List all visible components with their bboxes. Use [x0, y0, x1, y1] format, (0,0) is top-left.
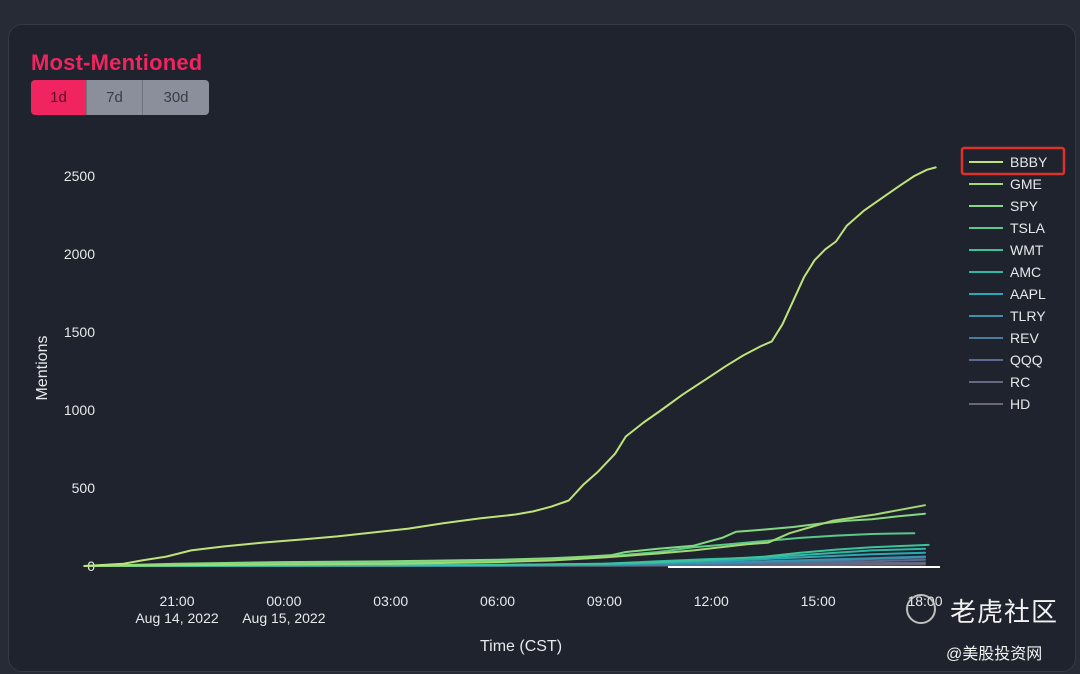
legend-item-tlry[interactable]: TLRY — [969, 308, 1046, 324]
legend-item-rev[interactable]: REV — [969, 330, 1039, 346]
legend-label: RC — [1010, 374, 1030, 390]
y-tick-label: 2000 — [64, 246, 95, 262]
range-button-7d[interactable]: 7d — [87, 80, 143, 115]
legend: BBBY GME SPY TSLA WMT AMC AAPL TLRY REV QQQ RC HD — [969, 154, 1048, 412]
x-tick-label: 03:00 — [373, 593, 408, 609]
x-tick-label: 00:00 — [266, 593, 301, 609]
legend-item-gme[interactable]: GME — [969, 176, 1042, 192]
y-tick-label: 2500 — [64, 168, 95, 184]
time-range-selector: 1d 7d 30d — [31, 80, 209, 115]
x-tick-label: 12:00 — [694, 593, 729, 609]
legend-label: GME — [1010, 176, 1042, 192]
legend-label: HD — [1010, 396, 1030, 412]
x-tick-label: 06:00 — [480, 593, 515, 609]
legend-item-spy[interactable]: SPY — [969, 198, 1039, 214]
legend-label: AMC — [1010, 264, 1041, 280]
series-line-gme[interactable] — [83, 504, 926, 567]
series-lines — [83, 166, 937, 567]
series-line-bbby[interactable] — [83, 166, 937, 567]
legend-item-tsla[interactable]: TSLA — [969, 220, 1046, 236]
x-tick-label: 09:00 — [587, 593, 622, 609]
y-axis-title: Mentions — [34, 336, 51, 401]
legend-item-qqq[interactable]: QQQ — [969, 352, 1043, 368]
y-tick-label: 1500 — [64, 324, 95, 340]
y-tick-label: 500 — [72, 480, 96, 496]
legend-label: BBBY — [1010, 154, 1048, 170]
legend-item-bbby[interactable]: BBBY — [969, 154, 1048, 170]
legend-label: QQQ — [1010, 352, 1043, 368]
watermark-handle: @美股投资网 — [946, 646, 1043, 663]
x-tick-label: 21:00 — [159, 593, 194, 609]
x-tick-label: 15:00 — [801, 593, 836, 609]
series-line-wmt[interactable] — [83, 543, 930, 567]
legend-item-hd[interactable]: HD — [969, 396, 1030, 412]
legend-item-wmt[interactable]: WMT — [969, 242, 1044, 258]
legend-label: REV — [1010, 330, 1039, 346]
legend-label: SPY — [1010, 198, 1039, 214]
legend-label: WMT — [1010, 242, 1044, 258]
watermark-logo-icon — [906, 594, 936, 624]
legend-item-aapl[interactable]: AAPL — [969, 286, 1046, 302]
legend-label: AAPL — [1010, 286, 1046, 302]
series-line-spy[interactable] — [83, 512, 926, 567]
legend-item-amc[interactable]: AMC — [969, 264, 1041, 280]
widget-title: Most-Mentioned — [31, 50, 203, 75]
x-tick-sublabel: Aug 15, 2022 — [242, 610, 326, 626]
range-button-1d[interactable]: 1d — [31, 80, 87, 115]
x-axis-title: Time (CST) — [480, 638, 562, 655]
legend-label: TSLA — [1010, 220, 1046, 236]
x-tick-sublabel: Aug 14, 2022 — [135, 610, 219, 626]
watermark-brand: 老虎社区 — [950, 597, 1059, 627]
y-tick-label: 1000 — [64, 402, 95, 418]
legend-highlight-box — [960, 146, 1066, 176]
range-button-30d[interactable]: 30d — [143, 80, 209, 115]
legend-label: TLRY — [1010, 308, 1046, 324]
legend-item-rc[interactable]: RC — [969, 374, 1030, 390]
